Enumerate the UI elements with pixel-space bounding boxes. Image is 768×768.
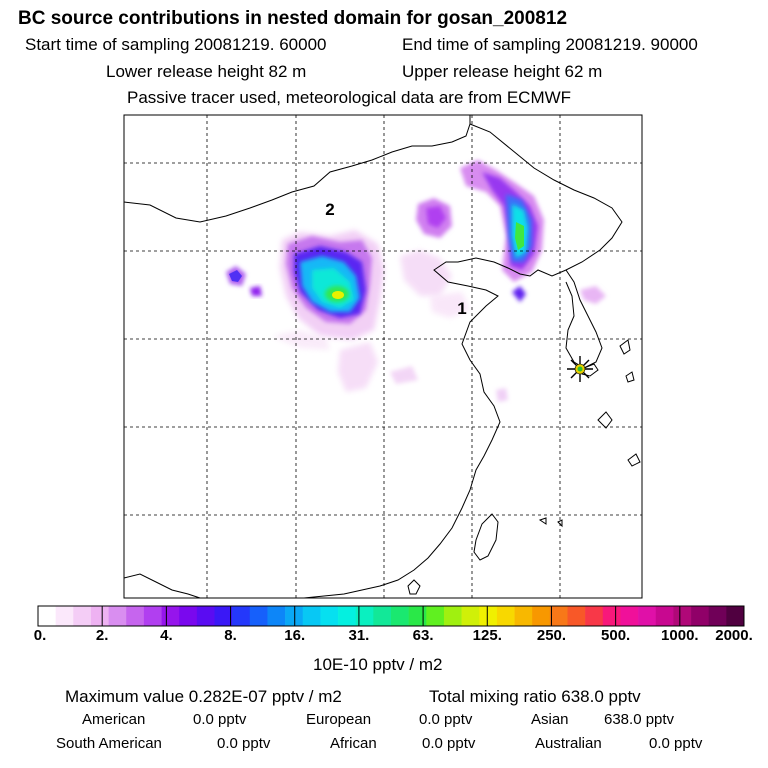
colorbar-swatch	[302, 606, 321, 626]
colorbar-swatch	[214, 606, 233, 626]
colorbar-swatch	[249, 606, 268, 626]
american-label: American	[82, 711, 146, 728]
colorbar-tick-label: 500.	[601, 627, 631, 644]
colorbar-swatch	[373, 606, 392, 626]
plume-mid	[400, 198, 470, 318]
colorbar-swatch	[496, 606, 515, 626]
australian-value: 0.0 pptv	[649, 735, 703, 752]
max-value-text: Maximum value 0.282E-07 pptv / m2	[65, 687, 342, 706]
colorbar-swatch	[267, 606, 286, 626]
colorbar	[37, 605, 745, 627]
colorbar-swatch	[108, 606, 127, 626]
colorbar-unit: 10E-10 pptv / m2	[313, 655, 443, 674]
end-time-text: End time of sampling 20081219. 90000	[402, 35, 698, 54]
african-value: 0.0 pptv	[422, 735, 476, 752]
region-label-2: 2	[325, 200, 334, 219]
colorbar-swatch	[655, 606, 674, 626]
tracer-note-text: Passive tracer used, meteorological data…	[127, 88, 572, 107]
coastlines	[123, 115, 641, 599]
colorbar-swatch	[179, 606, 198, 626]
south-american-value: 0.0 pptv	[217, 735, 271, 752]
map-grid	[124, 115, 642, 598]
european-value: 0.0 pptv	[419, 711, 473, 728]
colorbar-swatch	[90, 606, 109, 626]
colorbar-swatch	[391, 606, 409, 626]
colorbar-swatch	[143, 606, 162, 626]
colorbar-tick-label: 2.	[95, 627, 109, 644]
american-value: 0.0 pptv	[193, 711, 247, 728]
colorbar-swatch	[532, 606, 551, 626]
colorbar-swatch	[549, 606, 568, 626]
colorbar-swatch	[461, 606, 480, 626]
colorbar-swatch	[408, 606, 427, 626]
colorbar-swatch	[161, 606, 180, 626]
colorbar-swatch	[55, 606, 74, 626]
colorbar-swatch	[585, 606, 604, 626]
figure-title: BC source contributions in nested domain…	[18, 8, 568, 29]
colorbar-swatch	[196, 606, 215, 626]
colorbar-tick-label: 31.	[348, 627, 370, 644]
colorbar-swatch	[355, 606, 374, 626]
colorbar-swatch	[338, 606, 356, 626]
colorbar-tick-label: 8.	[224, 627, 237, 644]
colorbar-swatch	[126, 606, 145, 626]
total-mixing-text: Total mixing ratio 638.0 pptv	[429, 687, 641, 706]
colorbar-swatch	[514, 606, 533, 626]
colorbar-swatch	[708, 606, 727, 626]
colorbar-swatch	[479, 606, 498, 626]
colorbar-tick-label: 0.	[33, 627, 47, 644]
colorbar-tick-label: 4.	[160, 627, 173, 644]
australian-label: Australian	[535, 735, 602, 752]
african-label: African	[330, 735, 377, 752]
colorbar-swatch	[567, 606, 586, 626]
european-label: European	[306, 711, 372, 728]
receptor-star-icon	[567, 356, 593, 382]
map-frame	[123, 114, 643, 599]
colorbar-swatch	[443, 606, 462, 626]
colorbar-tick-label: 16.	[284, 627, 306, 644]
colorbar-swatch	[232, 606, 251, 626]
colorbar-border	[37, 605, 745, 627]
colorbar-tick-label: 63.	[412, 627, 434, 644]
colorbar-swatch	[691, 606, 709, 626]
colorbar-swatch	[726, 606, 745, 626]
colorbar-swatch	[620, 606, 639, 626]
colorbar-tick-label: 1000.	[661, 627, 699, 644]
south-american-label: South American	[56, 735, 162, 752]
colorbar-swatch	[38, 606, 56, 626]
colorbar-tick-label: 250.	[536, 627, 567, 644]
region-label-1: 1	[457, 299, 466, 318]
colorbar-swatch	[285, 606, 304, 626]
colorbar-swatch	[73, 606, 92, 626]
colorbar-swatch	[602, 606, 621, 626]
colorbar-tick-label: 125.	[472, 627, 502, 644]
colorbar-tick-label: 2000.	[715, 627, 753, 644]
colorbar-swatch	[638, 606, 657, 626]
plume-northeast	[460, 160, 606, 402]
asian-label: Asian	[531, 711, 569, 728]
upper-height-text: Upper release height 62 m	[402, 62, 603, 81]
colorbar-swatch	[320, 606, 339, 626]
colorbar-swatch	[673, 606, 692, 626]
lower-height-text: Lower release height 82 m	[106, 62, 307, 81]
colorbar-swatch	[426, 606, 445, 626]
start-time-text: Start time of sampling 20081219. 60000	[25, 35, 327, 54]
asian-value: 638.0 pptv	[604, 711, 675, 728]
plume-west	[226, 230, 418, 392]
